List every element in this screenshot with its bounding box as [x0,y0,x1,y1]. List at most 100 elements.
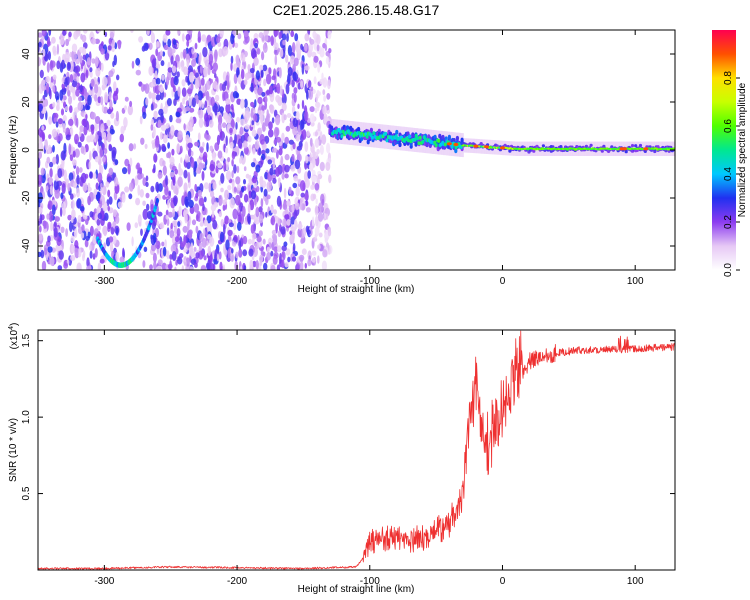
heatmap-cell [107,221,112,230]
heatmap-cell [64,77,68,88]
heatmap-cell [292,242,296,252]
heatmap-cell [237,33,242,40]
heatmap-cell [139,189,144,198]
heatmap-cell [52,85,56,93]
spectrogram-x-label: Height of straight line (km) [298,284,415,295]
heatmap-cell [46,62,50,73]
heatmap-cell [453,142,459,147]
heatmap-cell [202,141,205,148]
heatmap-cell [169,171,175,178]
heatmap-cell [203,196,207,203]
heatmap-cell [293,175,299,182]
heatmap-cell [49,168,53,178]
heatmap-cell [91,88,95,99]
heatmap-cell [38,157,41,168]
heatmap-cell [108,143,112,150]
heatmap-cell [212,151,216,162]
heatmap-cell [75,166,80,176]
heatmap-cell [200,77,205,87]
heatmap-cell [51,128,58,138]
heatmap-cell [163,44,169,51]
heatmap-cell [584,144,589,148]
heatmap-cell [115,251,119,262]
heatmap-cell [293,93,297,103]
heatmap-cell [225,103,231,114]
heatmap-cell [255,206,260,218]
heatmap-cell [297,227,303,238]
heatmap-cell [68,95,73,105]
heatmap-cell [75,88,80,97]
heatmap-cell [62,123,66,132]
heatmap-cell [277,230,282,238]
heatmap-cell [167,199,170,209]
heatmap-cell [179,253,184,259]
heatmap-cell [243,98,248,109]
heatmap-cell [287,73,291,85]
heatmap-cell [244,106,250,118]
heatmap-cell [259,112,265,123]
heatmap-cell [178,206,182,217]
heatmap-cell [49,185,54,196]
heatmap-cell [366,139,370,145]
heatmap-cell [254,99,257,108]
heatmap-cell [279,48,284,58]
heatmap-cell [52,156,57,165]
heatmap-cell [301,99,305,110]
heatmap-cell [160,86,164,93]
heatmap-cell [104,92,109,103]
heatmap-cell [202,151,208,161]
heatmap-cell [297,124,301,136]
heatmap-cell [285,54,289,64]
heatmap-cell [185,33,191,42]
heatmap-cell [194,183,198,192]
heatmap-cell [311,257,316,263]
heatmap-cell [202,203,205,212]
heatmap-cell [314,182,320,191]
heatmap-cell [87,195,91,206]
heatmap-cell [230,62,233,71]
heatmap-cell [311,216,315,227]
heatmap-cell [186,40,190,47]
heatmap-cell [197,132,201,142]
heatmap-cell [66,61,72,71]
heatmap-cell [76,117,79,128]
heatmap-cell [141,45,146,52]
heatmap-cell [308,42,313,53]
heatmap-cell [43,98,49,107]
heatmap-cell [365,134,369,139]
colorbar: 0.0 0.2 0.4 0.6 0.8 Normalized spectral ampl… [712,30,748,277]
heatmap-cell [209,145,214,152]
heatmap-cell [161,143,166,152]
heatmap-cell [63,262,68,269]
heatmap-cell [225,239,230,251]
heatmap-cell [200,163,206,169]
heatmap-cell [321,72,324,81]
heatmap-cell [114,176,119,187]
heatmap-cell [236,165,240,174]
heatmap-cell [145,97,149,106]
heatmap-cell [244,72,250,81]
heatmap-cell [180,157,183,164]
heatmap-cell [53,227,58,238]
heatmap-cell [140,83,145,93]
heatmap-cell [86,135,92,143]
heatmap-cell [135,197,141,206]
heatmap-cell [72,150,76,158]
heatmap-cell [40,249,45,259]
heatmap-cell [250,48,257,59]
heatmap-cell [152,252,157,263]
heatmap-cell [161,74,165,81]
heatmap-cell [79,206,85,212]
heatmap-cell [289,234,295,245]
heatmap-cell [305,207,311,213]
heatmap-cell [266,251,271,261]
heatmap-cell [71,209,76,220]
heatmap-cell [327,79,331,90]
heatmap-cell [454,148,458,154]
heatmap-cell [249,67,255,74]
heatmap-cell [312,149,316,160]
heatmap-cell [222,264,226,270]
heatmap-cell [301,248,307,255]
heatmap-cell [484,145,490,149]
snr-x-tick-label: -200 [227,576,247,587]
